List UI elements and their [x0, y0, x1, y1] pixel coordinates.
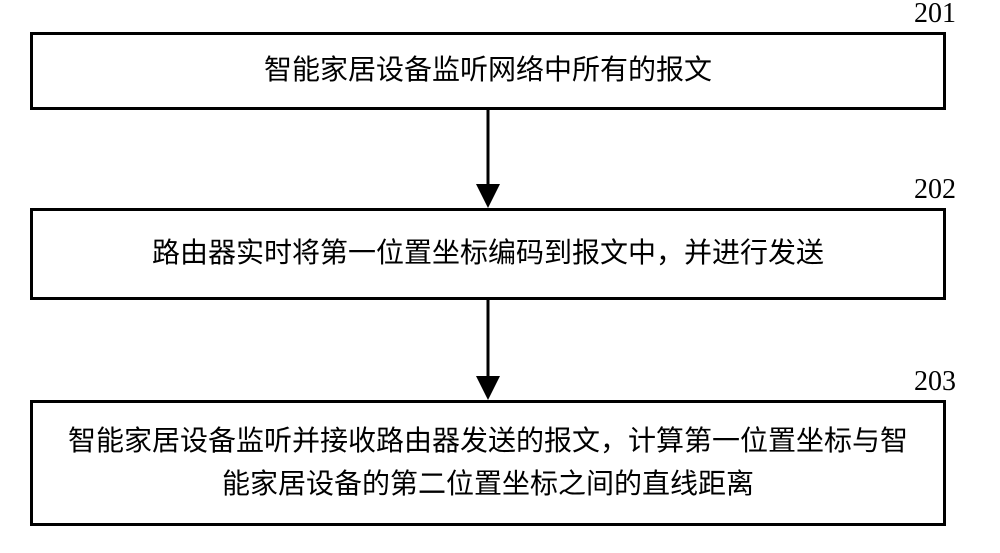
arrow-202-203 — [474, 300, 502, 400]
step-text: 路由器实时将第一位置坐标编码到报文中，并进行发送 — [152, 232, 824, 275]
flowchart-canvas: 201 智能家居设备监听网络中所有的报文 202 路由器实时将第一位置坐标编码到… — [0, 0, 1000, 553]
step-label-201: 201 — [914, 0, 956, 30]
step-label-text: 202 — [914, 174, 956, 205]
step-box-201: 智能家居设备监听网络中所有的报文 — [30, 32, 946, 110]
step-label-text: 203 — [914, 366, 956, 397]
step-label-203: 203 — [914, 366, 956, 398]
step-text: 智能家居设备监听网络中所有的报文 — [264, 49, 712, 92]
step-text: 智能家居设备监听并接收路由器发送的报文，计算第一位置坐标与智能家居设备的第二位置… — [57, 420, 919, 507]
step-label-202: 202 — [914, 174, 956, 206]
step-box-202: 路由器实时将第一位置坐标编码到报文中，并进行发送 — [30, 208, 946, 300]
step-label-text: 201 — [914, 0, 956, 29]
arrow-201-202 — [474, 110, 502, 208]
step-box-203: 智能家居设备监听并接收路由器发送的报文，计算第一位置坐标与智能家居设备的第二位置… — [30, 400, 946, 526]
